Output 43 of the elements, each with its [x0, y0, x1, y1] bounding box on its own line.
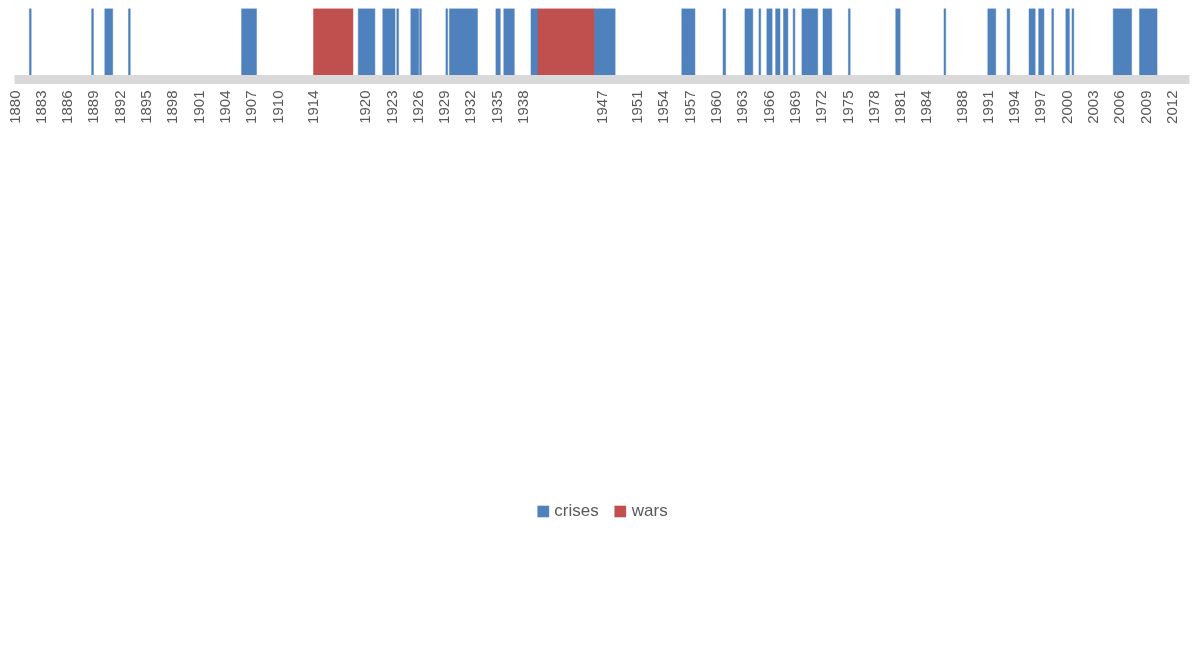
x-tick-label: 1966 [759, 90, 777, 124]
x-tick-label: 1886 [58, 90, 76, 124]
x-tick-label: 1954 [654, 90, 672, 124]
x-tick-label: 2003 [1084, 90, 1102, 124]
x-tick-label: 1972 [812, 90, 830, 124]
x-tick-label: 2012 [1162, 90, 1180, 124]
x-tick-label: 1910 [268, 90, 286, 124]
x-tick-label: 1907 [242, 90, 260, 124]
x-tick-label: 1920 [356, 90, 374, 124]
x-tick-label: 1960 [706, 90, 724, 124]
x-tick-label: 1914 [303, 90, 321, 124]
x-tick-label: 1957 [680, 90, 698, 124]
legend-label: crises [554, 501, 599, 521]
x-tick-label: 2000 [1057, 90, 1075, 124]
x-tick-label: 1969 [785, 90, 803, 124]
x-tick-label: 2009 [1136, 90, 1154, 124]
x-tick-label: 1988 [952, 90, 970, 124]
x-tick-label: 1883 [31, 90, 49, 124]
x-tick-label: 1938 [514, 90, 532, 124]
x-tick-label: 1997 [1031, 90, 1049, 124]
x-tick-label: 1880 [5, 90, 23, 124]
x-tick-label: 1901 [189, 90, 207, 124]
x-tick-label: 1963 [733, 90, 751, 124]
x-tick-label: 1895 [137, 90, 155, 124]
x-tick-label: 1947 [593, 90, 610, 124]
x-tick-label: 1951 [628, 90, 646, 124]
x-tick-label: 1898 [163, 90, 181, 124]
x-tick-label: 1923 [382, 90, 400, 124]
legend-label: wars [631, 501, 668, 521]
x-tick-label: 1984 [917, 90, 935, 124]
x-tick-label: 1978 [864, 90, 882, 124]
x-tick-label: 1935 [487, 90, 505, 124]
x-tick-label: 1991 [978, 90, 996, 124]
x-tick-label: 1904 [215, 90, 233, 124]
x-tick-label: 1932 [461, 90, 479, 124]
x-tick-label: 1926 [408, 90, 426, 124]
x-tick-label: 1892 [110, 90, 128, 124]
x-tick-label: 1975 [838, 90, 856, 124]
x-tick-label: 1889 [84, 90, 102, 124]
x-tick-label: 1981 [891, 90, 909, 124]
x-tick-label: 1929 [435, 90, 453, 124]
x-tick-label: 1994 [1005, 90, 1023, 124]
x-tick-label: 2006 [1110, 90, 1128, 124]
